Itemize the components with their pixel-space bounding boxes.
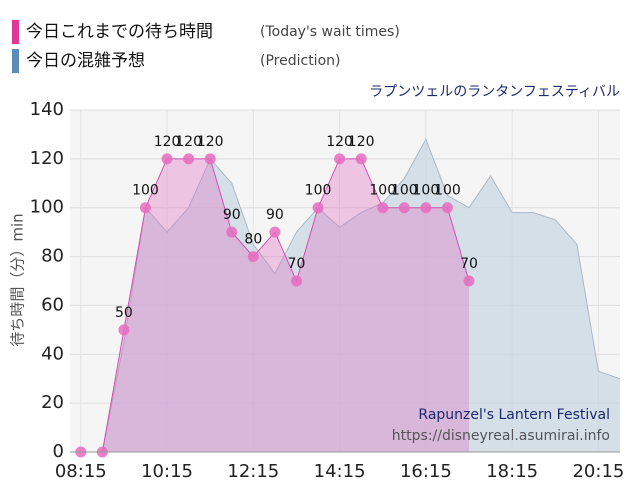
y-tick-label: 100 bbox=[30, 197, 64, 218]
area-fill bbox=[80, 158, 470, 452]
y-tick-label: 20 bbox=[41, 392, 64, 413]
y-axis-label: 待ち時間（分）min bbox=[9, 213, 27, 346]
data-point bbox=[441, 202, 453, 214]
watermark: https://disneyreal.asumirai.info bbox=[392, 428, 610, 444]
data-point bbox=[269, 226, 281, 238]
y-tick-label: 120 bbox=[30, 148, 64, 169]
chart-subtitle: ラプンツェルのランタンフェスティバル bbox=[369, 84, 620, 100]
data-point bbox=[334, 153, 346, 165]
x-tick-label: 14:15 bbox=[314, 461, 366, 482]
x-tick-label: 08:15 bbox=[55, 461, 107, 482]
data-label: 70 bbox=[460, 256, 478, 272]
x-tick-label: 16:15 bbox=[400, 461, 452, 482]
legend-swatch bbox=[12, 20, 19, 44]
data-label: 120 bbox=[175, 134, 202, 150]
data-label: 100 bbox=[434, 183, 461, 199]
data-label: 70 bbox=[288, 256, 306, 272]
data-point bbox=[118, 324, 130, 336]
data-point bbox=[226, 226, 238, 238]
data-point bbox=[204, 153, 216, 165]
legend-label: 今日これまでの待ち時間 bbox=[26, 22, 213, 42]
legend-label: 今日の混雑予想 bbox=[26, 51, 145, 71]
data-point bbox=[377, 202, 389, 214]
y-tick-label: 40 bbox=[41, 343, 64, 364]
x-tick-label: 10:15 bbox=[141, 461, 193, 482]
area-line bbox=[80, 138, 621, 453]
area-fill bbox=[80, 139, 621, 453]
data-label: 90 bbox=[223, 207, 241, 223]
data-label: 100 bbox=[305, 183, 332, 199]
data-label: 100 bbox=[413, 183, 440, 199]
data-label: 120 bbox=[348, 134, 375, 150]
data-point bbox=[420, 202, 432, 214]
data-point bbox=[247, 251, 259, 263]
y-tick-label: 0 bbox=[53, 441, 64, 462]
x-tick-label: 18:15 bbox=[486, 461, 538, 482]
legend-label-en: (Prediction) bbox=[260, 53, 340, 69]
data-label: 100 bbox=[391, 183, 418, 199]
data-label: 100 bbox=[369, 183, 396, 199]
data-label: 120 bbox=[197, 134, 224, 150]
data-point bbox=[312, 202, 324, 214]
y-tick-label: 80 bbox=[41, 246, 64, 267]
data-point bbox=[139, 202, 151, 214]
legend-label-en: (Today's wait times) bbox=[260, 24, 400, 40]
legend-swatch bbox=[12, 49, 19, 73]
data-point bbox=[161, 153, 173, 165]
data-point bbox=[290, 275, 302, 287]
x-tick-label: 12:15 bbox=[227, 461, 279, 482]
data-label: 100 bbox=[132, 183, 159, 199]
watermark: Rapunzel's Lantern Festival bbox=[418, 407, 610, 423]
data-label: 80 bbox=[244, 232, 262, 248]
y-tick-label: 60 bbox=[41, 294, 64, 315]
data-point bbox=[183, 153, 195, 165]
data-point bbox=[398, 202, 410, 214]
data-label: 90 bbox=[266, 207, 284, 223]
y-tick-label: 140 bbox=[30, 99, 64, 120]
data-point bbox=[463, 275, 475, 287]
data-label: 50 bbox=[115, 305, 133, 321]
data-label: 120 bbox=[154, 134, 181, 150]
data-label: 120 bbox=[326, 134, 353, 150]
data-point bbox=[355, 153, 367, 165]
x-tick-label: 20:15 bbox=[572, 461, 624, 482]
